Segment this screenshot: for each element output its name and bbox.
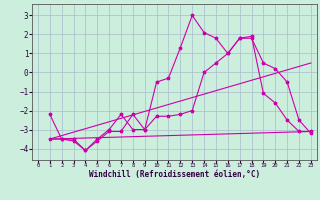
X-axis label: Windchill (Refroidissement éolien,°C): Windchill (Refroidissement éolien,°C) xyxy=(89,170,260,179)
